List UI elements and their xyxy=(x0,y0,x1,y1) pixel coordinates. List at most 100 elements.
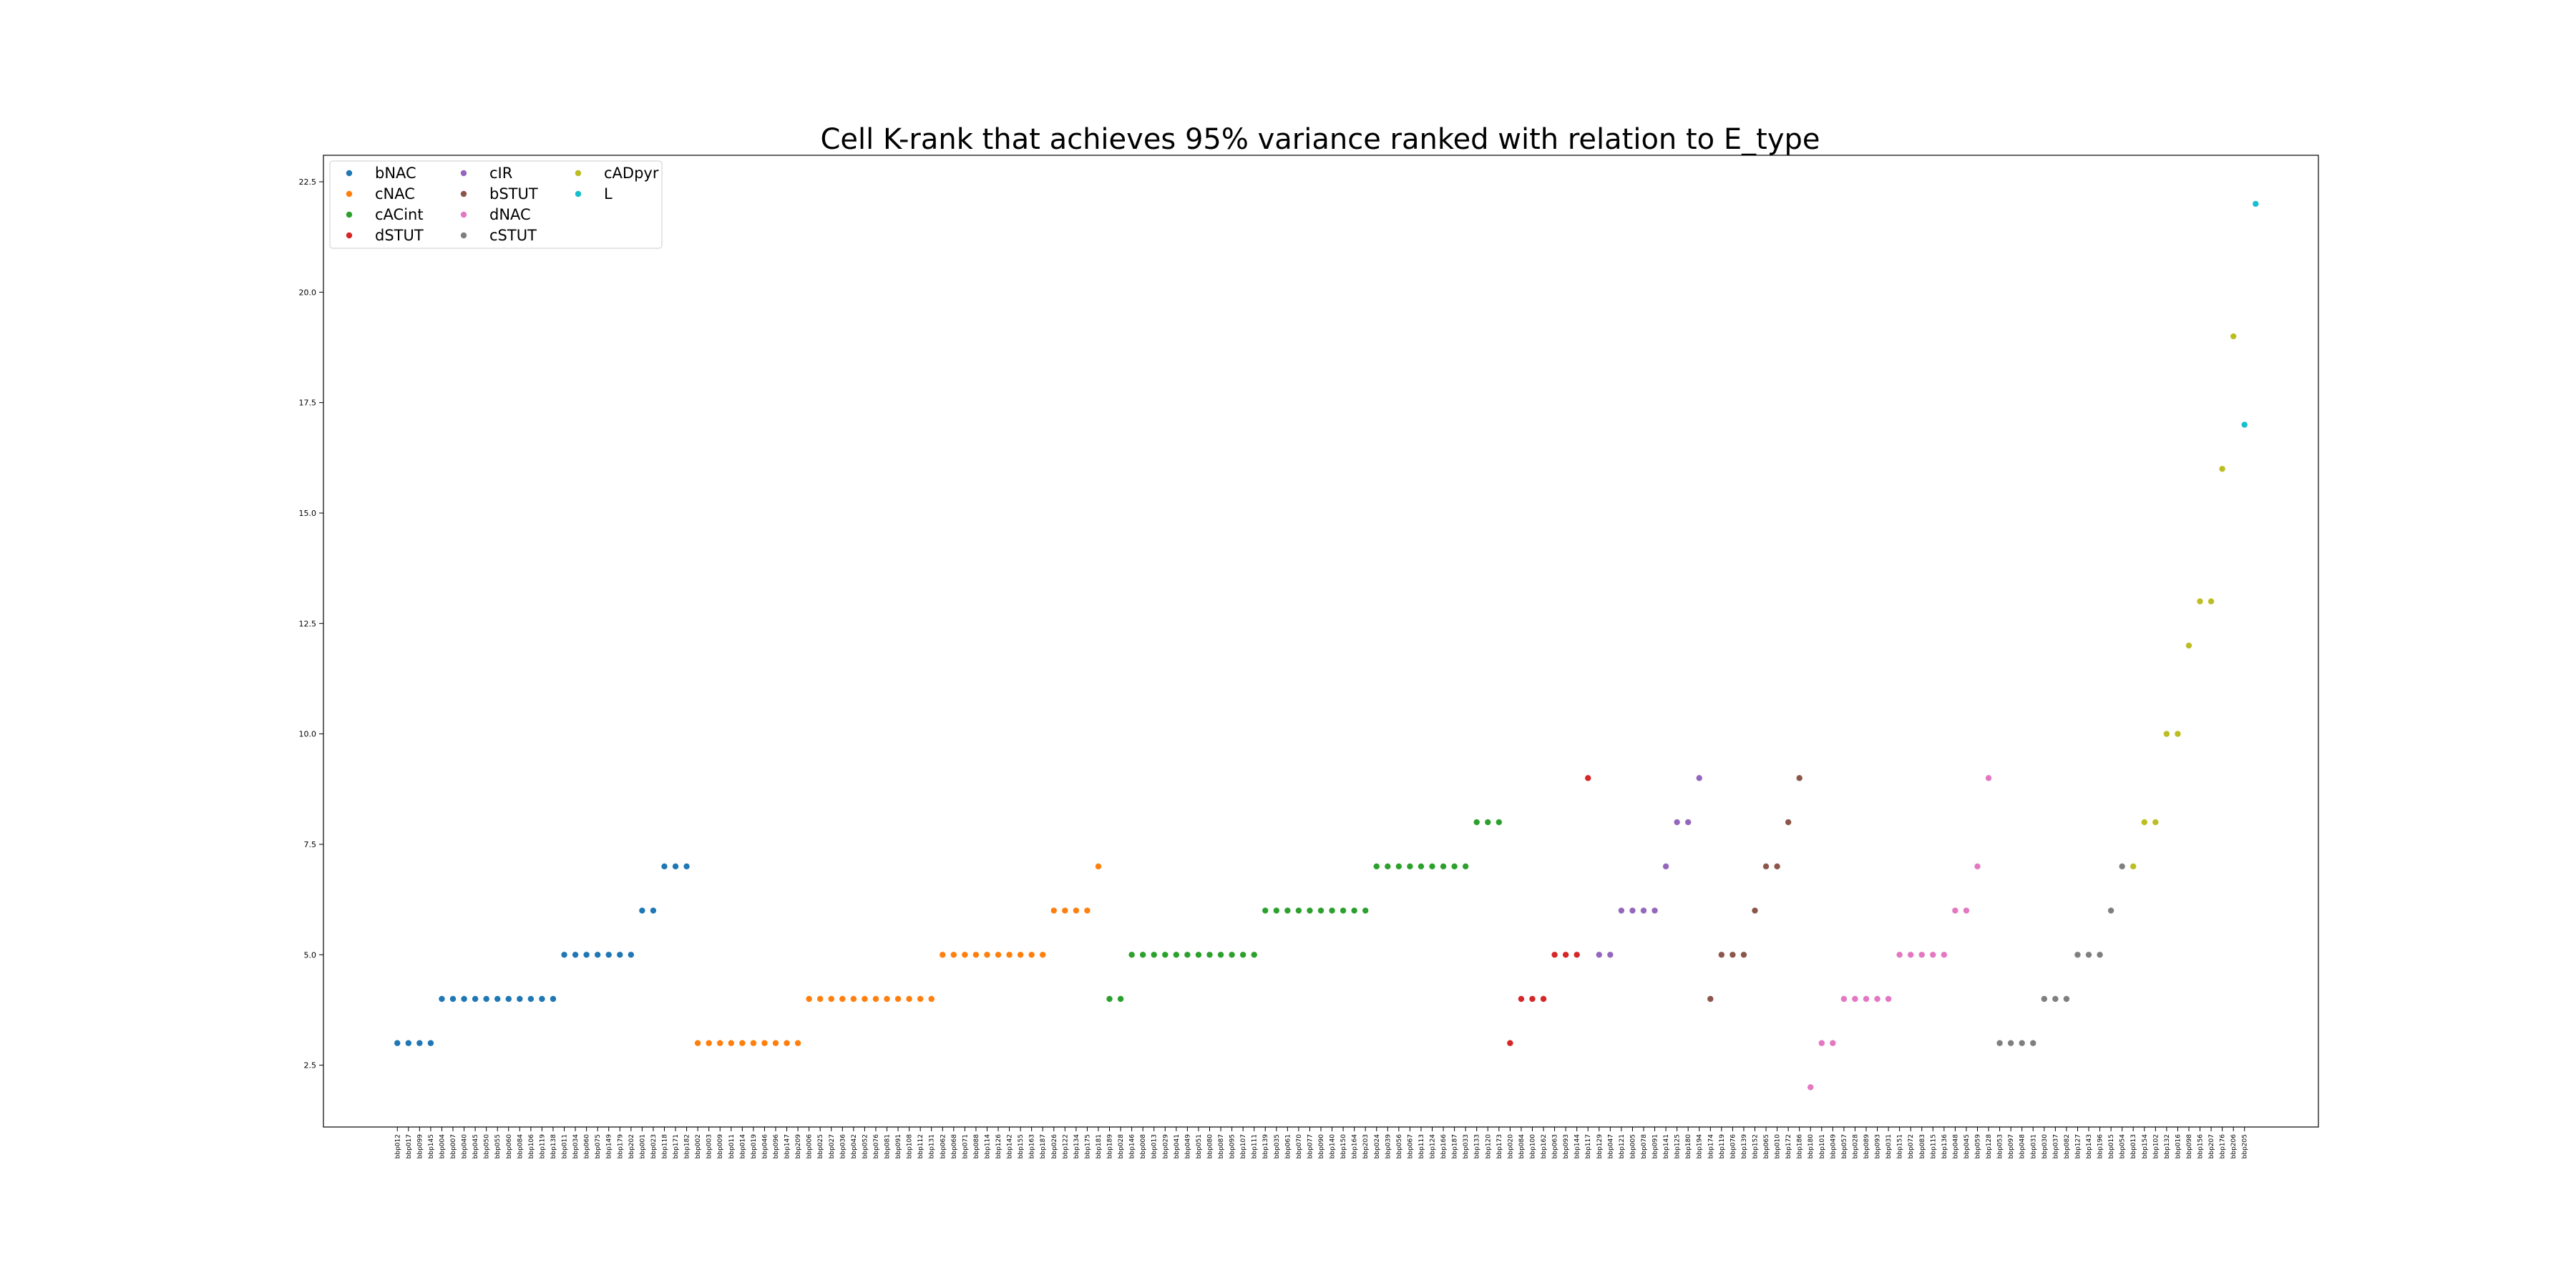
data-point-cnac xyxy=(784,1040,790,1046)
x-tick-label: bbp186 xyxy=(1797,1134,1804,1159)
x-tick-label: bbp082 xyxy=(2064,1134,2071,1158)
data-point-cnac xyxy=(862,995,868,1002)
x-tick-label: bbp062 xyxy=(940,1134,947,1158)
x-tick-label: bbp028 xyxy=(1118,1134,1125,1159)
x-tick-label: bbp053 xyxy=(1997,1134,2004,1158)
x-tick-label: bbp139 xyxy=(1741,1134,1748,1159)
x-tick-label: bbp121 xyxy=(1619,1134,1626,1158)
data-point-bnac xyxy=(427,1040,434,1046)
data-point-cacint xyxy=(1329,907,1335,914)
x-tick-label: bbp173 xyxy=(1496,1134,1503,1158)
x-tick-label: bbp016 xyxy=(2175,1134,2182,1159)
x-tick-label: bbp084 xyxy=(1518,1134,1526,1159)
y-tick-label: 15.0 xyxy=(299,509,317,518)
data-point-cacint xyxy=(1362,907,1369,914)
data-point-cacint xyxy=(1273,907,1279,914)
x-tick-label: bbp049 xyxy=(1184,1134,1191,1159)
x-tick-label: bbp101 xyxy=(1819,1134,1826,1158)
data-point-cacint xyxy=(1351,907,1357,914)
x-tick-label: bbp017 xyxy=(406,1134,413,1158)
data-point-bnac xyxy=(583,952,590,958)
data-point-dnac xyxy=(1863,995,1870,1002)
data-point-bnac xyxy=(461,995,467,1002)
data-point-cacint xyxy=(1340,907,1347,914)
x-tick-label: bbp100 xyxy=(1529,1134,1536,1159)
data-point-cnac xyxy=(739,1040,746,1046)
data-point-cnac xyxy=(984,952,990,958)
x-tick-label: bbp139 xyxy=(1262,1134,1269,1159)
x-tick-label: bbp037 xyxy=(2052,1134,2059,1158)
data-point-cadpyr xyxy=(2207,598,2215,605)
x-tick-label: bbp111 xyxy=(1252,1134,1259,1158)
data-point-cacint xyxy=(1307,907,1313,914)
data-point-bnac xyxy=(505,995,512,1002)
x-tick-label: bbp146 xyxy=(1129,1134,1136,1159)
data-point-cnac xyxy=(694,1040,701,1046)
data-point-dnac xyxy=(1852,995,1858,1002)
x-tick-label: bbp128 xyxy=(1986,1134,1993,1159)
x-tick-label: bbp163 xyxy=(1029,1134,1036,1158)
x-tick-label: bbp155 xyxy=(1018,1134,1025,1158)
x-tick-label: bbp133 xyxy=(1474,1134,1481,1158)
x-tick-label: bbp045 xyxy=(472,1134,479,1158)
x-tick-label: bbp010 xyxy=(1775,1134,1782,1159)
x-tick-label: bbp149 xyxy=(606,1134,613,1159)
x-tick-label: bbp099 xyxy=(416,1134,424,1159)
x-tick-label: bbp009 xyxy=(717,1134,724,1159)
data-point-cadpyr xyxy=(2152,819,2159,826)
x-tick-label: bbp040 xyxy=(462,1134,469,1159)
x-tick-label: bbp076 xyxy=(873,1134,880,1159)
x-tick-label: bbp052 xyxy=(862,1134,869,1158)
data-point-bstut xyxy=(1718,952,1725,958)
data-point-dnac xyxy=(1818,1040,1825,1046)
x-tick-label: bbp181 xyxy=(1096,1134,1103,1158)
x-tick-label: bbp042 xyxy=(851,1134,858,1158)
x-tick-label: bbp050 xyxy=(484,1134,491,1159)
x-tick-label: bbp084 xyxy=(517,1134,524,1159)
data-point-bnac xyxy=(394,1040,401,1046)
data-point-cnac xyxy=(940,952,946,958)
data-point-cnac xyxy=(717,1040,723,1046)
data-point-cnac xyxy=(1028,952,1035,958)
legend-label: cIR xyxy=(489,165,512,182)
legend-marker xyxy=(346,170,353,177)
x-tick-label: bbp049 xyxy=(1830,1134,1837,1159)
data-point-cnac xyxy=(962,952,968,958)
data-point-cnac xyxy=(839,995,846,1002)
data-point-dnac xyxy=(1874,995,1880,1002)
data-point-cir xyxy=(1674,819,1680,826)
chart-title: Cell K-rank that achieves 95% variance r… xyxy=(820,123,1820,156)
data-point-bstut xyxy=(1740,952,1747,958)
data-point-cstut xyxy=(2085,952,2092,958)
x-tick-label: bbp164 xyxy=(1352,1134,1359,1159)
data-point-cnac xyxy=(706,1040,712,1046)
data-point-cnac xyxy=(1017,952,1024,958)
data-point-cacint xyxy=(1473,819,1480,826)
x-tick-label: bbp006 xyxy=(806,1134,814,1159)
data-point-cacint xyxy=(1151,952,1157,958)
legend-label: dNAC xyxy=(489,206,531,223)
data-point-cstut xyxy=(2097,952,2103,958)
x-tick-label: bbp141 xyxy=(1663,1134,1670,1158)
y-tick-label: 10.0 xyxy=(299,730,317,739)
data-point-cir xyxy=(1662,863,1669,870)
data-point-bnac xyxy=(449,995,457,1002)
data-point-cir xyxy=(1684,819,1692,826)
data-point-cnac xyxy=(1062,907,1068,914)
data-point-cnac xyxy=(972,952,980,958)
y-tick-label: 20.0 xyxy=(299,288,317,297)
data-point-dstut xyxy=(1529,995,1536,1002)
x-tick-label: bbp075 xyxy=(595,1134,602,1158)
y-tick-label: 7.5 xyxy=(304,840,317,849)
data-point-cnac xyxy=(1006,952,1013,958)
data-point-cacint xyxy=(1418,863,1425,870)
x-tick-label: bbp136 xyxy=(1941,1134,1948,1159)
data-point-cacint xyxy=(1496,819,1503,826)
data-point-cnac xyxy=(1084,907,1091,914)
data-point-cacint xyxy=(1117,995,1124,1002)
data-point-cacint xyxy=(1429,863,1435,870)
x-tick-label: bbp180 xyxy=(1685,1134,1692,1159)
x-tick-label: bbp194 xyxy=(1697,1134,1704,1159)
data-point-cacint xyxy=(1485,819,1491,826)
data-point-cnac xyxy=(794,1040,801,1046)
